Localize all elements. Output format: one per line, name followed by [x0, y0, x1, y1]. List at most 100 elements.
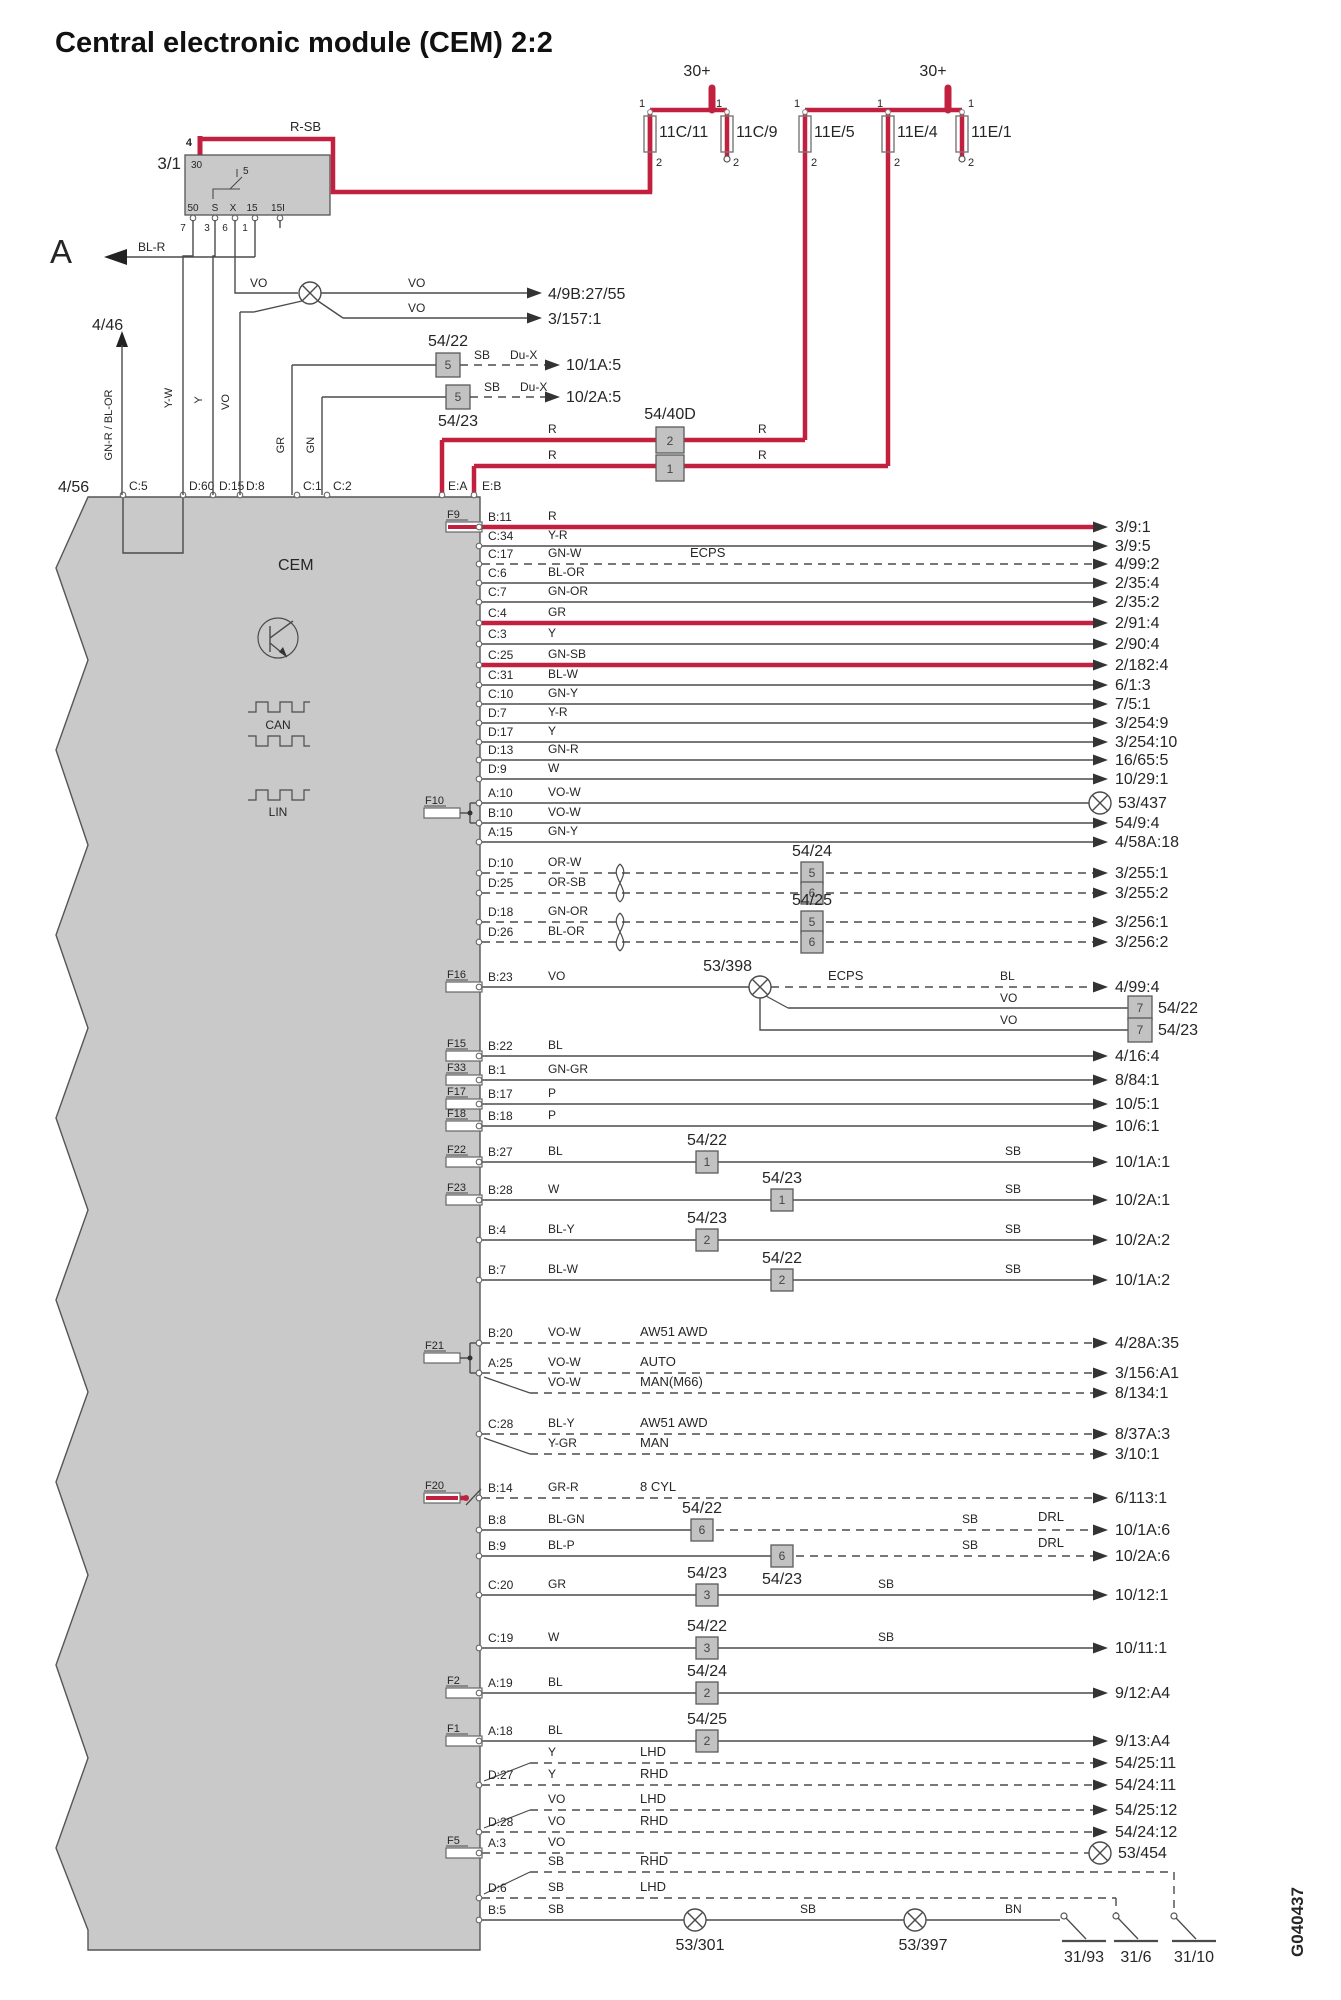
svg-text:GN-Y: GN-Y: [548, 824, 578, 838]
svg-text:2: 2: [667, 434, 674, 448]
wire-row-Y: Y LHD 54/25:11: [483, 1744, 1176, 1782]
svg-text:Y: Y: [548, 724, 556, 738]
svg-text:3: 3: [204, 223, 210, 234]
svg-text:Y-R: Y-R: [548, 705, 568, 719]
svg-text:P: P: [548, 1108, 556, 1122]
svg-text:GN: GN: [305, 437, 317, 454]
svg-text:54/22: 54/22: [687, 1618, 727, 1635]
svg-text:4: 4: [186, 137, 193, 149]
svg-text:GN-R / BL-OR: GN-R / BL-OR: [103, 390, 115, 461]
svg-text:VO-W: VO-W: [548, 1325, 581, 1339]
svg-text:VO: VO: [548, 1814, 565, 1828]
svg-text:F9: F9: [447, 509, 460, 521]
svg-text:2: 2: [656, 157, 662, 169]
svg-text:S: S: [212, 203, 219, 214]
wire-row-A:18: F1 A:18 BL 2 54/25 9/13:A4: [445, 1711, 1170, 1753]
svg-text:W: W: [548, 761, 560, 775]
svg-text:SB: SB: [1005, 1262, 1021, 1276]
fuse-bracket-F21: F21: [423, 1339, 483, 1377]
svg-text:53/397: 53/397: [899, 1937, 948, 1954]
svg-text:2: 2: [704, 1686, 711, 1700]
wire-row-B:20: B:20 VO-W AW51 AWD 4/28A:35: [475, 1324, 1179, 1352]
svg-text:6: 6: [222, 223, 228, 234]
svg-text:LHD: LHD: [640, 1791, 666, 1806]
svg-text:6: 6: [809, 935, 816, 949]
svg-text:A: A: [50, 233, 72, 270]
fuse-11C/9: 1 11C/9 2: [716, 98, 778, 169]
svg-text:F22: F22: [447, 1144, 466, 1156]
svg-text:1: 1: [877, 98, 883, 110]
svg-text:B:11: B:11: [488, 510, 512, 524]
svg-text:BL-W: BL-W: [548, 1262, 579, 1276]
svg-text:6/1:3: 6/1:3: [1115, 677, 1151, 694]
svg-text:B:17: B:17: [488, 1087, 513, 1101]
svg-text:AW51 AWD: AW51 AWD: [640, 1324, 708, 1339]
interior-lamp-junction: VO VO 4/9B:27/55 VO 3/157:1 VO: [220, 276, 626, 495]
svg-text:3/9:5: 3/9:5: [1115, 538, 1151, 555]
svg-text:8/37A:3: 8/37A:3: [1115, 1426, 1170, 1443]
svg-text:3/255:2: 3/255:2: [1115, 885, 1168, 902]
svg-text:10/6:1: 10/6:1: [1115, 1118, 1160, 1135]
svg-text:54/25: 54/25: [687, 1711, 727, 1728]
wire-row-D:13: D:13 GN-R 16/65:5: [475, 742, 1168, 769]
svg-text:VO-W: VO-W: [548, 1355, 581, 1369]
wire-row-B:27: F22 B:27 BL 1 54/22 SB 10/1A:1: [445, 1132, 1170, 1174]
svg-text:4/9B:27/55: 4/9B:27/55: [548, 286, 626, 303]
svg-text:R: R: [758, 422, 767, 436]
svg-text:D:13: D:13: [488, 743, 514, 757]
wire-row-VO: VO LHD 54/25:12: [483, 1791, 1177, 1829]
fuse-switch-F20: F20: [423, 1480, 483, 1506]
svg-text:F1: F1: [447, 1723, 460, 1735]
svg-text:D:9: D:9: [488, 762, 507, 776]
svg-text:Y: Y: [548, 1767, 556, 1781]
svg-text:5: 5: [243, 166, 249, 177]
svg-text:A:19: A:19: [488, 1676, 513, 1690]
svg-text:3/156:A1: 3/156:A1: [1115, 1365, 1179, 1382]
svg-text:BN: BN: [1005, 1902, 1022, 1916]
svg-text:53/454: 53/454: [1118, 1845, 1167, 1862]
svg-text:3/255:1: 3/255:1: [1115, 865, 1168, 882]
svg-text:SB: SB: [548, 1880, 564, 1894]
svg-text:1: 1: [242, 223, 248, 234]
wire-row-A:15: A:15 GN-Y 4/58A:18: [475, 824, 1179, 851]
svg-text:10/11:1: 10/11:1: [1115, 1640, 1167, 1657]
cem-connector-row: 4/56 C:5 D:60 D:15 D:8 C:1 C:2: [58, 479, 352, 499]
wire-row-C:20: C:20 GR 3 54/23 SB 10/12:1: [475, 1565, 1168, 1607]
svg-text:1: 1: [968, 98, 974, 110]
svg-text:Y: Y: [193, 396, 205, 404]
wire-row-A:25: A:25 VO-W AUTO 3/156:A1: [475, 1354, 1179, 1382]
svg-text:54/22: 54/22: [428, 333, 468, 350]
svg-text:E:A: E:A: [448, 479, 467, 493]
svg-text:C:19: C:19: [488, 1631, 514, 1645]
svg-text:D:6: D:6: [488, 1881, 507, 1895]
wire-row-C:19: C:19 W 3 54/22 SB 10/11:1: [475, 1618, 1167, 1660]
svg-text:15I: 15I: [271, 203, 285, 214]
svg-text:LHD: LHD: [640, 1744, 666, 1759]
svg-text:MAN: MAN: [640, 1435, 669, 1450]
wire-row-B:7: B:7 BL-W 2 54/22 SB 10/1A:2: [475, 1250, 1170, 1292]
svg-text:BL-R: BL-R: [138, 240, 166, 254]
wire-row-D:27: D:27 Y RHD 54/24:11: [475, 1766, 1176, 1794]
svg-text:C:25: C:25: [488, 648, 514, 662]
svg-text:5: 5: [445, 358, 452, 372]
svg-text:3/256:1: 3/256:1: [1115, 914, 1168, 931]
svg-text:10/2A:2: 10/2A:2: [1115, 1232, 1170, 1249]
svg-text:D:25: D:25: [488, 876, 514, 890]
svg-text:8/84:1: 8/84:1: [1115, 1072, 1160, 1089]
svg-text:D:60: D:60: [189, 479, 215, 493]
svg-text:A:15: A:15: [488, 825, 513, 839]
svg-text:D:18: D:18: [488, 905, 514, 919]
svg-text:ECPS: ECPS: [828, 968, 864, 983]
fuse-11C/11: 1 11C/11 2: [639, 98, 708, 192]
wire-row-Y-GR: Y-GR MAN 3/10:1: [483, 1435, 1160, 1463]
svg-text:11C/11: 11C/11: [659, 124, 708, 141]
svg-text:VO: VO: [1000, 991, 1017, 1005]
svg-text:W: W: [548, 1182, 560, 1196]
branch-4-46: 4/46 GN-R / BL-OR: [92, 317, 128, 495]
wire-row-C:28: C:28 BL-Y AW51 AWD 8/37A:3: [475, 1415, 1170, 1443]
svg-text:BL: BL: [548, 1144, 563, 1158]
svg-text:3/157:1: 3/157:1: [548, 311, 601, 328]
svg-text:ECPS: ECPS: [690, 545, 726, 560]
svg-text:DRL: DRL: [1038, 1535, 1064, 1550]
svg-text:D:7: D:7: [488, 706, 507, 720]
